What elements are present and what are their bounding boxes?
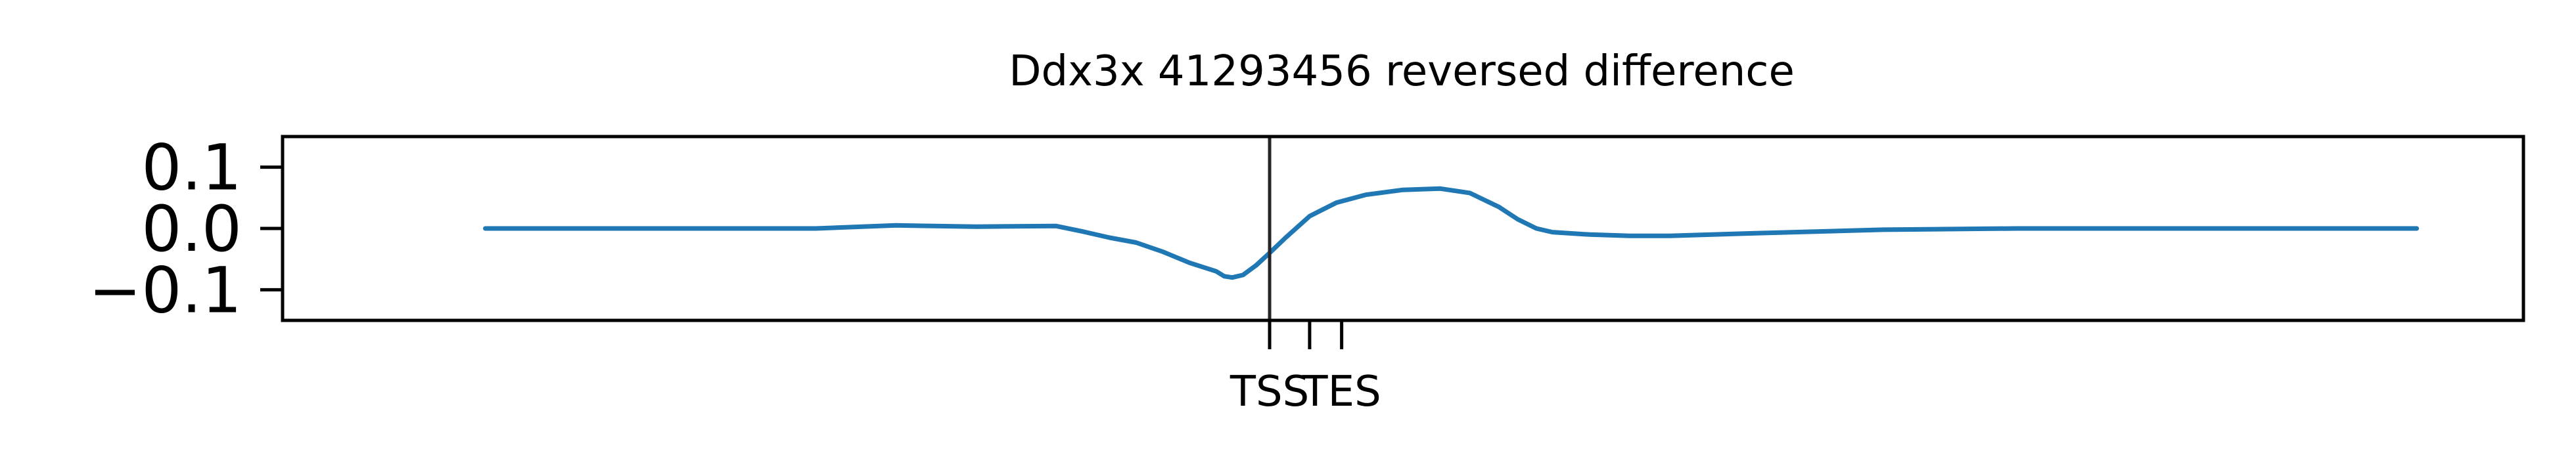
axes-frame	[281, 135, 2525, 322]
y-tick-label: 0.0	[141, 192, 242, 266]
y-axis: 0.10.0−0.1	[89, 131, 283, 327]
x-tick-label-tes: TES	[1302, 368, 1381, 416]
x-tick-label-tss: TSS	[1230, 368, 1309, 416]
series-line-0	[483, 186, 2420, 280]
y-tick-label: 0.1	[141, 131, 242, 205]
y-tick-label: −0.1	[89, 253, 242, 327]
plot-area	[483, 137, 2420, 320]
chart-title: Ddx3x 41293456 reversed difference	[1009, 47, 1795, 96]
